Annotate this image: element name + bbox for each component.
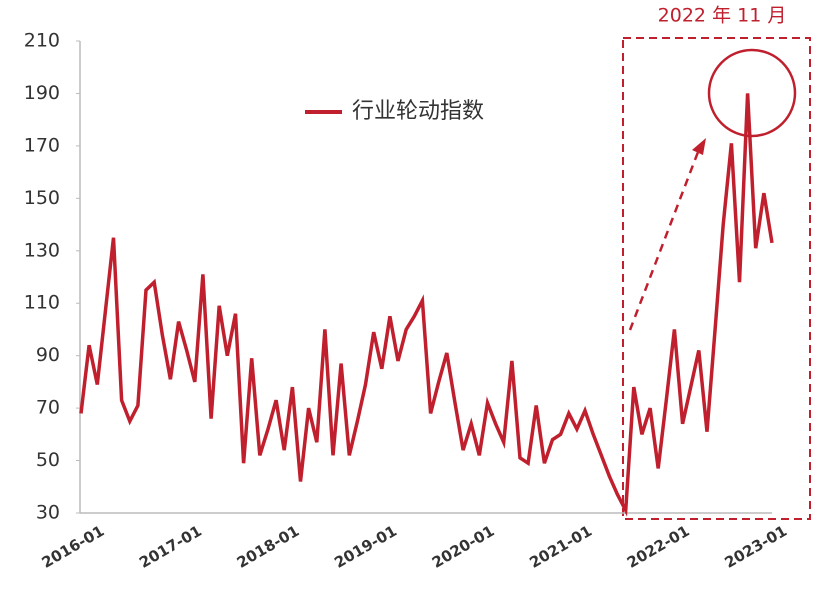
x-tick-label: 2023-01: [721, 522, 790, 572]
y-tick-label: 170: [24, 134, 60, 156]
y-tick-label: 190: [24, 82, 60, 104]
x-tick-label: 2016-01: [39, 522, 108, 572]
y-tick-label: 30: [36, 502, 60, 524]
series-line: [79, 93, 774, 517]
highlight-circle: [707, 48, 797, 138]
x-tick-label: 2020-01: [429, 522, 498, 572]
y-tick-label: 90: [36, 344, 60, 366]
x-tick-label: 2018-01: [234, 522, 303, 572]
legend-label: 行业轮动指数: [352, 99, 484, 124]
x-tick-label: 2021-01: [526, 522, 595, 572]
trend-arrow: [628, 151, 700, 331]
y-tick-label: 130: [24, 239, 60, 261]
highlight-box: [622, 37, 811, 520]
x-tick-label: 2022-01: [624, 522, 693, 572]
annotation: 2022 年 11 月: [658, 5, 787, 27]
y-tick-label: 210: [24, 30, 60, 52]
y-tick-label: 70: [36, 397, 60, 419]
y-tick-label: 110: [24, 292, 60, 314]
x-tick-label: 2017-01: [136, 522, 205, 572]
x-tick-label: 2019-01: [331, 522, 400, 572]
y-tick-label: 150: [24, 187, 60, 209]
y-tick-label: 50: [36, 449, 60, 471]
arrow-head: [692, 138, 706, 155]
